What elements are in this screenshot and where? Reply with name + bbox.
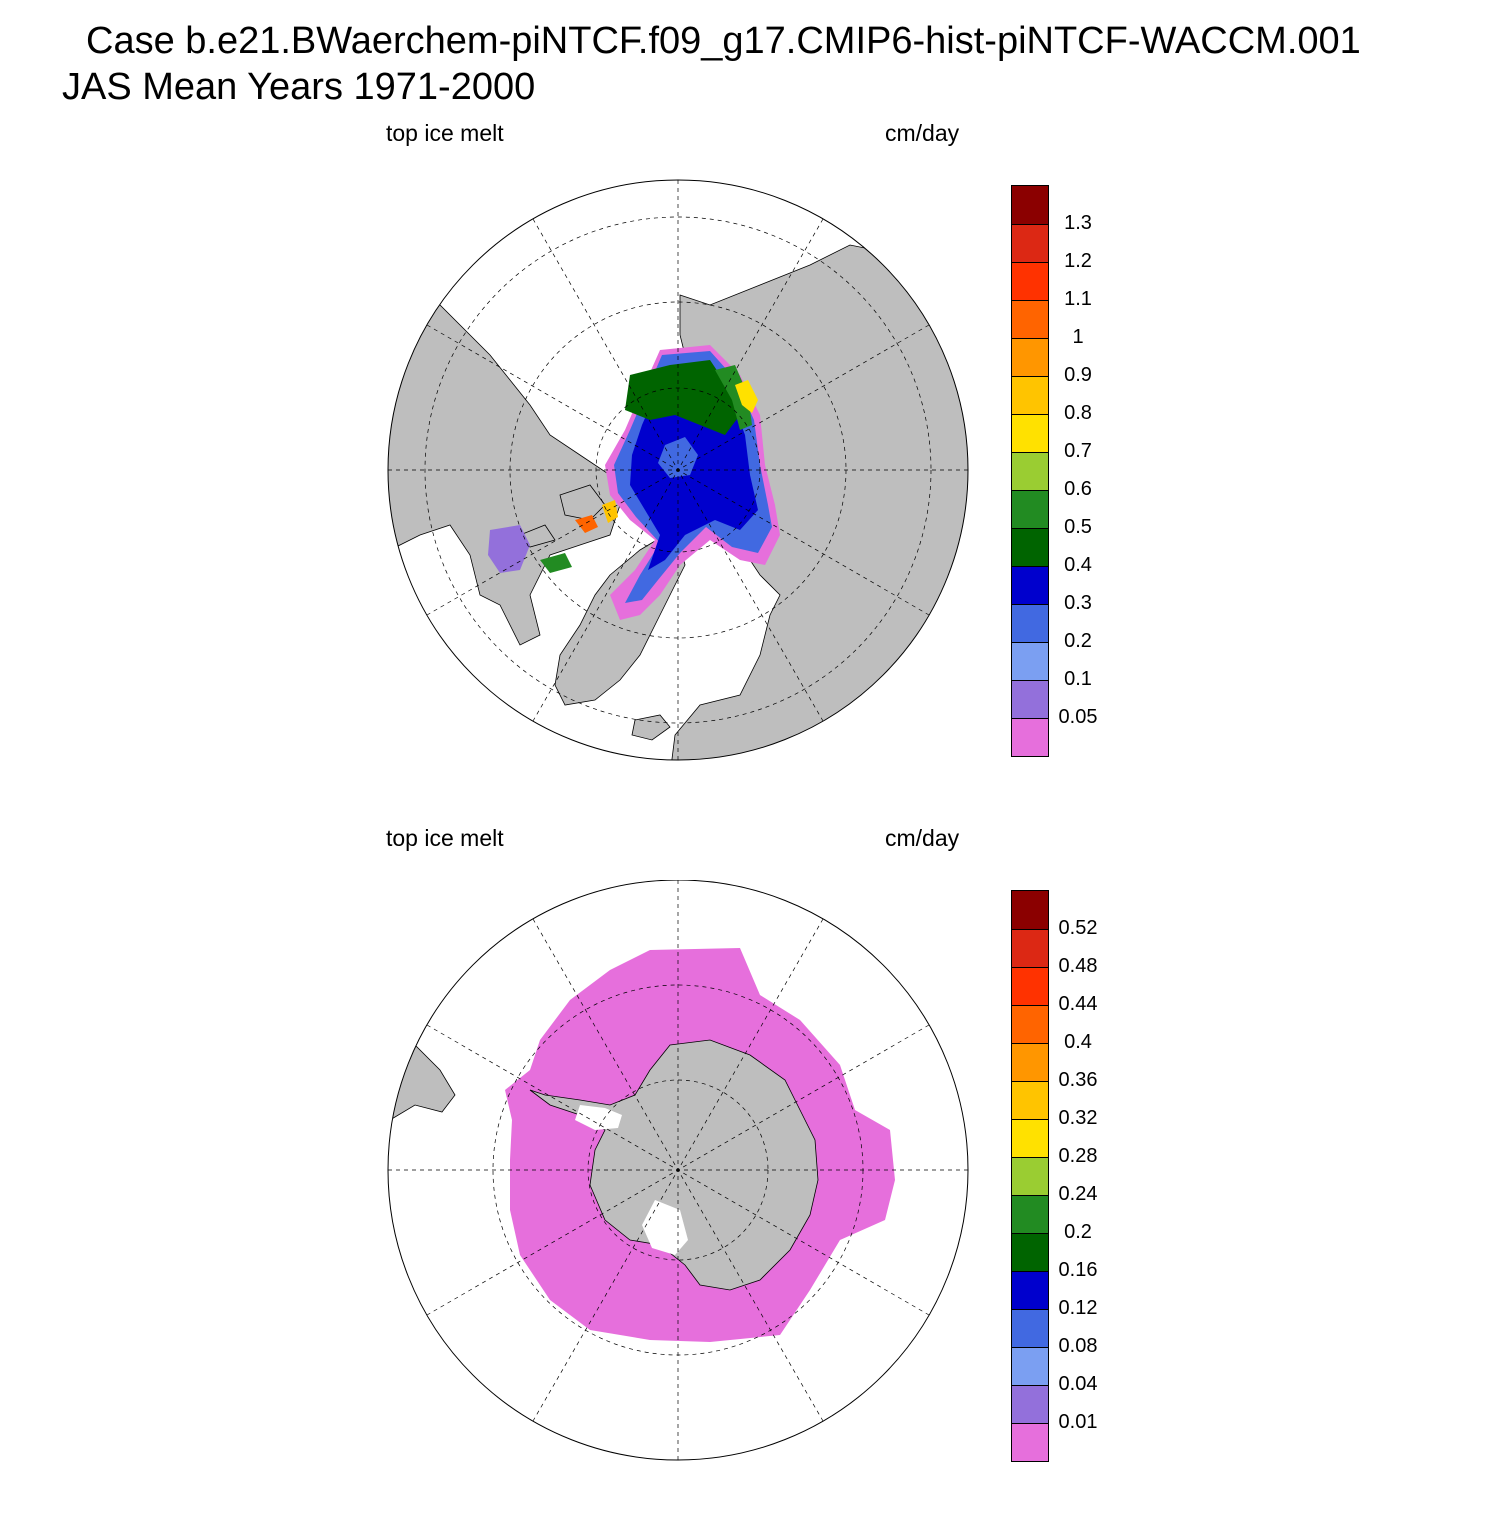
colorbar-swatch bbox=[1012, 528, 1048, 566]
north-ice-green-light bbox=[715, 365, 752, 430]
colorbar-swatch bbox=[1012, 718, 1048, 756]
colorbar-swatch bbox=[1012, 490, 1048, 528]
colorbar-swatch bbox=[1012, 414, 1048, 452]
north-ice-yellow bbox=[735, 380, 758, 413]
colorbar-swatch bbox=[1012, 1043, 1048, 1081]
colorbar-swatch bbox=[1012, 1157, 1048, 1195]
colorbar-swatch bbox=[1012, 1423, 1048, 1461]
north-ice-green bbox=[625, 360, 740, 435]
north-variable-label: top ice melt bbox=[386, 120, 504, 146]
colorbar-swatch bbox=[1012, 929, 1048, 967]
south-graticule bbox=[388, 880, 968, 1460]
colorbar-swatch bbox=[1012, 224, 1048, 262]
colorbar-tick-label: 0.6 bbox=[1064, 478, 1092, 500]
colorbar-swatch bbox=[1012, 452, 1048, 490]
colorbar-tick-label: 0.9 bbox=[1064, 364, 1092, 386]
colorbar-tick-label: 0.05 bbox=[1058, 706, 1098, 728]
colorbar-tick-label: 0.44 bbox=[1058, 993, 1098, 1015]
colorbar-swatch bbox=[1012, 1233, 1048, 1271]
colorbar-tick-label: 0.08 bbox=[1058, 1335, 1098, 1357]
colorbar-swatch bbox=[1012, 1119, 1048, 1157]
figure-title: Case b.e21.BWaerchem-piNTCF.f09_g17.CMIP… bbox=[0, 0, 1500, 110]
colorbar-swatch bbox=[1012, 891, 1048, 929]
south-panel: top ice melt cm/day bbox=[0, 815, 1500, 1515]
north-colorbar bbox=[1011, 185, 1049, 757]
colorbar-tick-label: 1.1 bbox=[1064, 288, 1092, 310]
colorbar-swatch bbox=[1012, 642, 1048, 680]
colorbar-tick-label: 0.48 bbox=[1058, 955, 1098, 977]
south-colorbar bbox=[1011, 890, 1049, 1462]
colorbar-tick-label: 0.28 bbox=[1058, 1145, 1098, 1167]
colorbar-tick-label: 0.8 bbox=[1064, 402, 1092, 424]
colorbar-swatch bbox=[1012, 967, 1048, 1005]
colorbar-swatch bbox=[1012, 338, 1048, 376]
north-polar-map bbox=[387, 179, 969, 761]
north-ice-orange bbox=[575, 515, 598, 533]
colorbar-swatch bbox=[1012, 604, 1048, 642]
north-ice-pole bbox=[658, 437, 698, 478]
colorbar-swatch bbox=[1012, 566, 1048, 604]
colorbar-tick-label: 1 bbox=[1072, 326, 1084, 348]
colorbar-swatch bbox=[1012, 376, 1048, 414]
north-ice-hudson bbox=[488, 525, 530, 573]
colorbar-tick-label: 0.4 bbox=[1064, 554, 1092, 576]
colorbar-swatch bbox=[1012, 1309, 1048, 1347]
colorbar-swatch bbox=[1012, 186, 1048, 224]
north-graticule bbox=[388, 180, 968, 760]
colorbar-tick-label: 0.3 bbox=[1064, 592, 1092, 614]
colorbar-swatch bbox=[1012, 262, 1048, 300]
colorbar-tick-label: 0.36 bbox=[1058, 1069, 1098, 1091]
colorbar-swatch bbox=[1012, 1195, 1048, 1233]
colorbar-tick-label: 1.2 bbox=[1064, 250, 1092, 272]
colorbar-tick-label: 0.4 bbox=[1064, 1031, 1092, 1053]
colorbar-tick-label: 0.5 bbox=[1064, 516, 1092, 538]
colorbar-swatch bbox=[1012, 300, 1048, 338]
north-panel: top ice melt cm/day bbox=[0, 110, 1500, 810]
title-period: JAS Mean Years 1971-2000 bbox=[62, 66, 536, 108]
colorbar-tick-label: 0.1 bbox=[1064, 668, 1092, 690]
colorbar-tick-label: 0.16 bbox=[1058, 1259, 1098, 1281]
north-map-border bbox=[387, 179, 969, 761]
colorbar-tick-label: 0.24 bbox=[1058, 1183, 1098, 1205]
colorbar-swatch bbox=[1012, 1385, 1048, 1423]
south-variable-label: top ice melt bbox=[386, 825, 504, 851]
north-land-america bbox=[388, 284, 621, 646]
colorbar-tick-label: 0.52 bbox=[1058, 917, 1098, 939]
colorbar-tick-label: 0.04 bbox=[1058, 1373, 1098, 1395]
colorbar-swatch bbox=[1012, 1347, 1048, 1385]
south-map-border bbox=[387, 880, 969, 1461]
north-ice-green-hudson bbox=[540, 553, 572, 573]
north-units-label: cm/day bbox=[885, 120, 960, 146]
colorbar-swatch bbox=[1012, 1081, 1048, 1119]
title-case-name: Case b.e21.BWaerchem-piNTCF.f09_g17.CMIP… bbox=[86, 20, 1361, 62]
south-land-antarctica bbox=[529, 1039, 819, 1291]
colorbar-tick-label: 1.3 bbox=[1064, 212, 1092, 234]
south-units-label: cm/day bbox=[885, 825, 960, 851]
colorbar-swatch bbox=[1012, 1005, 1048, 1043]
colorbar-swatch bbox=[1012, 1271, 1048, 1309]
colorbar-tick-label: 0.2 bbox=[1064, 630, 1092, 652]
colorbar-tick-label: 0.2 bbox=[1064, 1221, 1092, 1243]
colorbar-tick-label: 0.01 bbox=[1058, 1411, 1098, 1433]
north-land-iceland bbox=[631, 714, 671, 741]
south-ross-gap bbox=[642, 1200, 688, 1255]
colorbar-tick-label: 0.12 bbox=[1058, 1297, 1098, 1319]
colorbar-swatch bbox=[1012, 680, 1048, 718]
colorbar-tick-label: 0.7 bbox=[1064, 440, 1092, 462]
south-polar-map bbox=[387, 880, 969, 1461]
north-ice-yellow-can bbox=[602, 500, 618, 523]
colorbar-tick-label: 0.32 bbox=[1058, 1107, 1098, 1129]
